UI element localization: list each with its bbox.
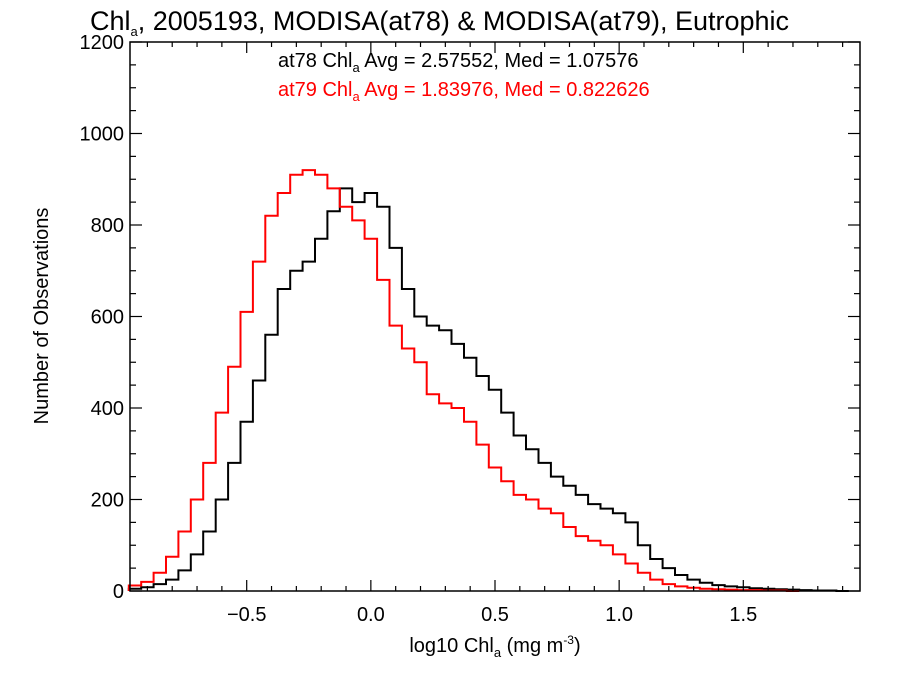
y-tick-label: 1200 (80, 32, 125, 54)
x-tick-label: 1.0 (605, 604, 633, 626)
ticks-layer: −0.5 0.0 0.5 1.0 1.5 0 200 400 600 800 1000 1200 (80, 32, 860, 626)
stat-at79: at79 Chla Avg = 1.83976, Med = 0.822626 (278, 79, 650, 104)
y-axis-label: Number of Observations (31, 208, 53, 425)
x-axis-label: log10 Chla (mg m-3) (409, 633, 580, 660)
x-tick-label: −0.5 (227, 604, 266, 626)
x-tick-label: 1.5 (729, 604, 757, 626)
y-tick-label: 0 (113, 581, 124, 603)
y-tick-label: 600 (91, 307, 124, 329)
x-tick-label: 0.0 (357, 604, 385, 626)
y-tick-label: 200 (91, 490, 124, 512)
x-tick-label: 0.5 (481, 604, 509, 626)
series-line-at79 (127, 169, 800, 592)
stat-at78: at78 Chla Avg = 2.57552, Med = 1.07576 (278, 50, 638, 75)
y-tick-label: 800 (91, 215, 124, 237)
series-line-at78 (127, 187, 849, 592)
chart-title: Chla, 2005193, MODISA(at78) & MODISA(at7… (90, 6, 789, 39)
y-tick-label: 1000 (80, 124, 125, 146)
series-layer (127, 169, 849, 592)
y-tick-label: 400 (91, 398, 124, 420)
